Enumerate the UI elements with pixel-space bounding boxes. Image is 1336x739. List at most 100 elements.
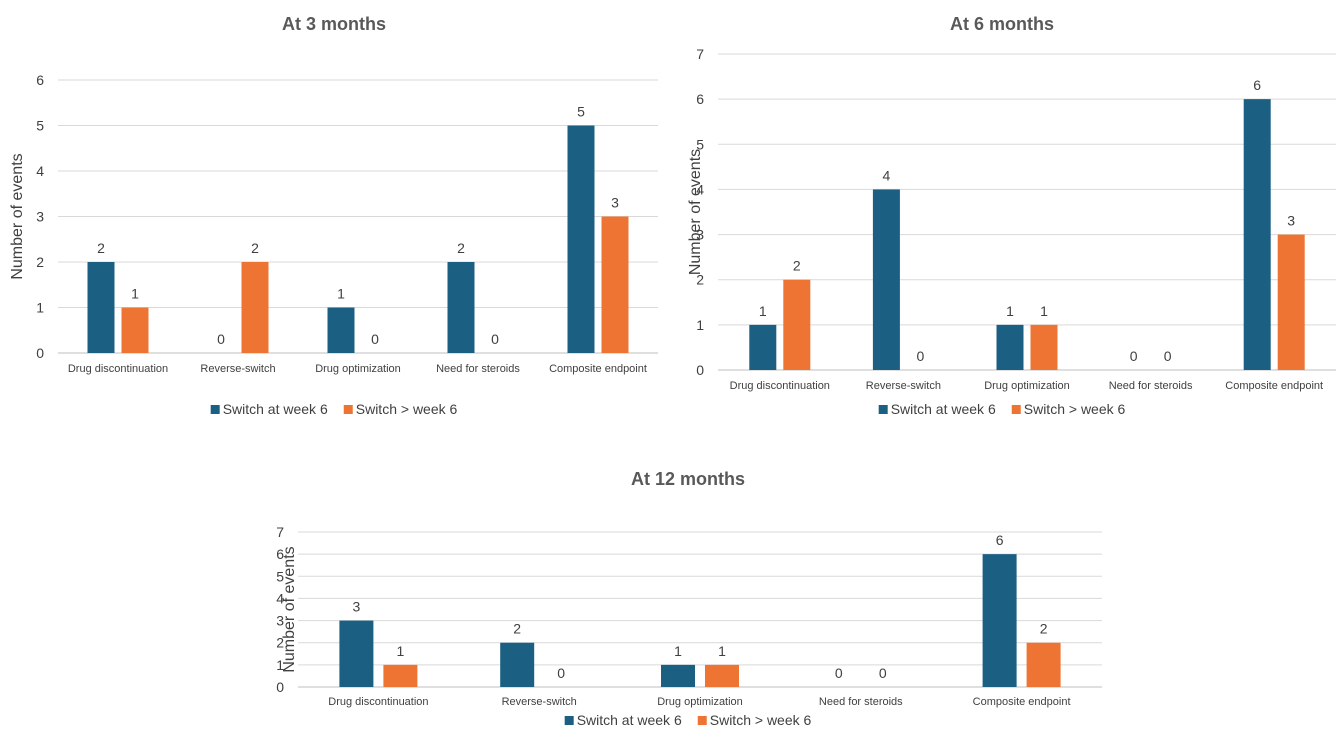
data-label: 3 — [611, 195, 619, 211]
data-label: 1 — [1040, 303, 1048, 319]
bar-switch-at-week-6 — [447, 262, 475, 353]
bar-switch-after-week-6 — [1026, 642, 1061, 687]
category-label: Composite endpoint — [1225, 380, 1323, 392]
y-axis-label: Number of events — [281, 546, 298, 672]
bar-switch-after-week-6 — [1277, 234, 1305, 370]
data-label: 0 — [917, 348, 925, 364]
data-label: 2 — [457, 240, 465, 256]
data-label: 2 — [793, 258, 801, 274]
data-label: 0 — [491, 331, 499, 347]
y-tick-label: 0 — [276, 679, 284, 695]
category-label: Need for steroids — [436, 363, 520, 375]
category-label: Need for steroids — [1109, 380, 1193, 392]
legend-label: Switch at week 6 — [891, 401, 996, 417]
category-label: Drug discontinuation — [730, 380, 830, 392]
bar-switch-at-week-6 — [872, 189, 900, 370]
legend-swatch-switch-at-week-6 — [210, 405, 220, 414]
bar-switch-at-week-6 — [567, 125, 595, 353]
data-label: 3 — [1287, 213, 1295, 229]
data-label: 6 — [996, 532, 1004, 548]
y-tick-label: 0 — [36, 345, 44, 361]
chart-panel-6-months: At 6 months Number of events 0 1 2 3 4 5 6 7 Drug … — [668, 0, 1336, 440]
y-tick-label: 4 — [36, 163, 44, 179]
data-label: 2 — [97, 240, 105, 256]
category-label: Reverse-switch — [200, 363, 275, 375]
data-label: 0 — [835, 665, 843, 681]
bar-switch-at-week-6 — [87, 262, 115, 353]
y-tick-label: 1 — [696, 317, 704, 333]
data-label: 2 — [251, 240, 259, 256]
chart-panel-12-months: At 12 months Number of events 0 1 2 3 4 5 6 7 Drug… — [268, 455, 1108, 739]
data-label: 3 — [353, 599, 361, 615]
category-label: Drug optimization — [657, 696, 743, 708]
data-label: 1 — [1006, 303, 1014, 319]
legend-label: Switch > week 6 — [710, 712, 812, 728]
category-label: Drug discontinuation — [68, 363, 168, 375]
bar-switch-after-week-6 — [705, 664, 739, 687]
y-axis-label: Number of events — [9, 153, 26, 279]
data-label: 0 — [557, 665, 565, 681]
bar-switch-after-week-6 — [241, 262, 269, 353]
y-tick-label: 6 — [276, 546, 284, 562]
bar-switch-at-week-6 — [749, 324, 777, 370]
y-tick-label: 2 — [36, 254, 44, 270]
data-label: 1 — [759, 303, 767, 319]
data-label: 0 — [879, 665, 887, 681]
y-tick-label: 1 — [276, 657, 284, 673]
chart-title: At 6 months — [950, 14, 1054, 34]
data-label: 2 — [513, 621, 521, 637]
y-tick-label: 3 — [276, 613, 284, 629]
chart-panel-3-months: At 3 months Number of events 0 1 2 3 4 5 6 Drug d… — [0, 0, 668, 440]
bar-switch-after-week-6 — [1030, 324, 1058, 370]
y-tick-label: 2 — [696, 272, 704, 288]
y-tick-label: 1 — [36, 300, 44, 316]
bar-switch-after-week-6 — [783, 279, 811, 370]
data-label: 1 — [674, 643, 682, 659]
legend-swatch-switch-after-week-6 — [1011, 405, 1021, 414]
y-tick-label: 7 — [696, 46, 704, 62]
bar-switch-at-week-6 — [500, 642, 535, 687]
bar-switch-after-week-6 — [121, 307, 149, 353]
data-label: 0 — [1130, 348, 1138, 364]
y-tick-label: 3 — [696, 227, 704, 243]
chart-3-months-svg: At 3 months Number of events 0 1 2 3 4 5 6 Drug d… — [9, 14, 658, 417]
category-label: Reverse-switch — [502, 696, 577, 708]
category-label: Composite endpoint — [973, 696, 1071, 708]
bar-switch-at-week-6 — [661, 664, 695, 687]
y-tick-label: 5 — [696, 136, 704, 152]
legend-label: Switch > week 6 — [1024, 401, 1126, 417]
chart-title: At 12 months — [631, 469, 745, 489]
bar-switch-at-week-6 — [982, 554, 1017, 687]
data-label: 2 — [1040, 621, 1048, 637]
y-tick-label: 4 — [696, 181, 704, 197]
y-tick-label: 5 — [276, 568, 284, 584]
category-label: Drug optimization — [315, 363, 401, 375]
category-label: Drug discontinuation — [328, 696, 428, 708]
y-tick-label: 2 — [276, 635, 284, 651]
legend: Switch at week 6 Switch > week 6 — [564, 712, 812, 728]
y-tick-label: 7 — [276, 524, 284, 540]
legend-swatch-switch-at-week-6 — [564, 716, 574, 725]
data-label: 0 — [1164, 348, 1172, 364]
bar-switch-at-week-6 — [339, 620, 374, 687]
chart-title: At 3 months — [282, 14, 386, 34]
y-tick-label: 0 — [696, 362, 704, 378]
bar-switch-at-week-6 — [1243, 99, 1271, 371]
legend: Switch at week 6 Switch > week 6 — [210, 401, 458, 417]
chart-12-months-svg: At 12 months Number of events 0 1 2 3 4 5 6 7 Drug… — [276, 469, 1102, 728]
y-axis-label: Number of events — [687, 149, 704, 275]
legend-label: Switch at week 6 — [223, 401, 328, 417]
legend-swatch-switch-after-week-6 — [697, 716, 707, 725]
chart-6-months-svg: At 6 months Number of events 0 1 2 3 4 5 6 7 Drug … — [687, 14, 1336, 417]
bar-switch-after-week-6 — [601, 216, 629, 353]
data-label: 1 — [397, 643, 405, 659]
y-tick-label: 6 — [696, 91, 704, 107]
data-label: 0 — [371, 331, 379, 347]
category-label: Need for steroids — [819, 696, 903, 708]
legend-swatch-switch-at-week-6 — [878, 405, 888, 414]
data-label: 1 — [337, 286, 345, 302]
y-tick-label: 6 — [36, 72, 44, 88]
data-label: 4 — [883, 167, 891, 183]
y-tick-label: 4 — [276, 590, 284, 606]
bar-switch-at-week-6 — [996, 324, 1024, 370]
